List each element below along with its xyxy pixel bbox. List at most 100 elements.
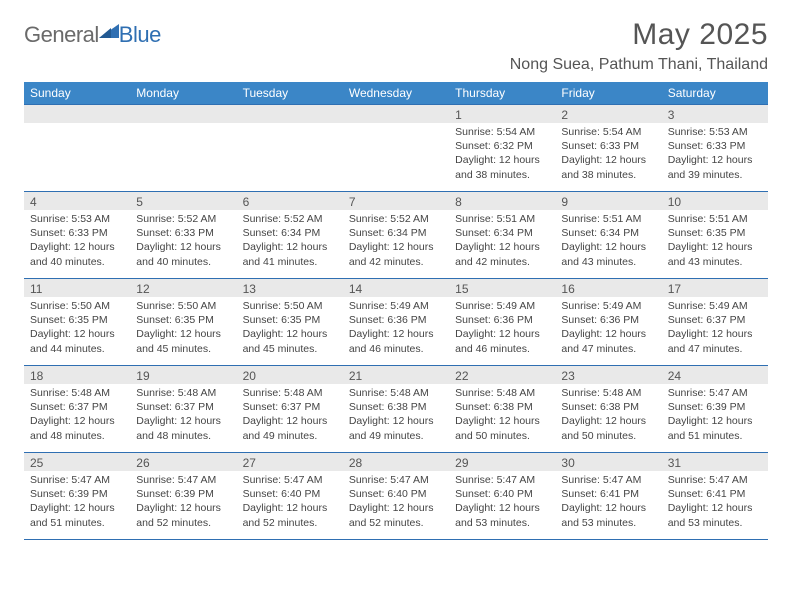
day-number: 27 [237,453,343,471]
day-cell: 14Sunrise: 5:49 AMSunset: 6:36 PMDayligh… [343,279,449,365]
daylight-text: Daylight: 12 hours and 52 minutes. [243,501,337,529]
daylight-text: Daylight: 12 hours and 48 minutes. [30,414,124,442]
sunrise-text: Sunrise: 5:48 AM [561,386,655,400]
sunrise-text: Sunrise: 5:52 AM [349,212,443,226]
daylight-text: Daylight: 12 hours and 45 minutes. [136,327,230,355]
day-cell: 31Sunrise: 5:47 AMSunset: 6:41 PMDayligh… [662,453,768,539]
day-body: Sunrise: 5:52 AMSunset: 6:33 PMDaylight:… [130,210,236,273]
daylight-text: Daylight: 12 hours and 38 minutes. [455,153,549,181]
day-body: Sunrise: 5:50 AMSunset: 6:35 PMDaylight:… [24,297,130,360]
day-cell: 20Sunrise: 5:48 AMSunset: 6:37 PMDayligh… [237,366,343,452]
sunrise-text: Sunrise: 5:47 AM [668,386,762,400]
day-number: 1 [449,105,555,123]
day-cell: 26Sunrise: 5:47 AMSunset: 6:39 PMDayligh… [130,453,236,539]
sunrise-text: Sunrise: 5:50 AM [243,299,337,313]
day-number: 30 [555,453,661,471]
week-row: 18Sunrise: 5:48 AMSunset: 6:37 PMDayligh… [24,365,768,452]
day-number: 15 [449,279,555,297]
day-cell: 10Sunrise: 5:51 AMSunset: 6:35 PMDayligh… [662,192,768,278]
day-cell: 3Sunrise: 5:53 AMSunset: 6:33 PMDaylight… [662,105,768,191]
day-cell: 30Sunrise: 5:47 AMSunset: 6:41 PMDayligh… [555,453,661,539]
sunrise-text: Sunrise: 5:47 AM [561,473,655,487]
sunset-text: Sunset: 6:34 PM [243,226,337,240]
week-row: 11Sunrise: 5:50 AMSunset: 6:35 PMDayligh… [24,278,768,365]
week-row: 1Sunrise: 5:54 AMSunset: 6:32 PMDaylight… [24,104,768,191]
day-body: Sunrise: 5:53 AMSunset: 6:33 PMDaylight:… [24,210,130,273]
sunset-text: Sunset: 6:35 PM [136,313,230,327]
day-number: 11 [24,279,130,297]
daylight-text: Daylight: 12 hours and 53 minutes. [561,501,655,529]
day-number: 17 [662,279,768,297]
sunset-text: Sunset: 6:37 PM [243,400,337,414]
sunset-text: Sunset: 6:39 PM [136,487,230,501]
day-number: 14 [343,279,449,297]
day-cell: 9Sunrise: 5:51 AMSunset: 6:34 PMDaylight… [555,192,661,278]
sunset-text: Sunset: 6:38 PM [561,400,655,414]
sunrise-text: Sunrise: 5:54 AM [455,125,549,139]
day-body: Sunrise: 5:49 AMSunset: 6:36 PMDaylight:… [343,297,449,360]
daylight-text: Daylight: 12 hours and 51 minutes. [30,501,124,529]
day-cell: 19Sunrise: 5:48 AMSunset: 6:37 PMDayligh… [130,366,236,452]
sunrise-text: Sunrise: 5:48 AM [349,386,443,400]
daylight-text: Daylight: 12 hours and 50 minutes. [455,414,549,442]
day-number: 31 [662,453,768,471]
day-cell: 7Sunrise: 5:52 AMSunset: 6:34 PMDaylight… [343,192,449,278]
day-number: 2 [555,105,661,123]
day-cell [343,105,449,191]
sunrise-text: Sunrise: 5:47 AM [30,473,124,487]
sunrise-text: Sunrise: 5:51 AM [455,212,549,226]
day-body: Sunrise: 5:47 AMSunset: 6:40 PMDaylight:… [449,471,555,534]
sunrise-text: Sunrise: 5:47 AM [455,473,549,487]
dow-cell: Friday [555,82,661,104]
day-body: Sunrise: 5:51 AMSunset: 6:35 PMDaylight:… [662,210,768,273]
sunrise-text: Sunrise: 5:50 AM [136,299,230,313]
daylight-text: Daylight: 12 hours and 42 minutes. [455,240,549,268]
sunrise-text: Sunrise: 5:48 AM [30,386,124,400]
day-cell [24,105,130,191]
dow-cell: Thursday [449,82,555,104]
day-cell: 12Sunrise: 5:50 AMSunset: 6:35 PMDayligh… [130,279,236,365]
day-cell: 23Sunrise: 5:48 AMSunset: 6:38 PMDayligh… [555,366,661,452]
sunrise-text: Sunrise: 5:49 AM [561,299,655,313]
dow-cell: Wednesday [343,82,449,104]
daylight-text: Daylight: 12 hours and 40 minutes. [30,240,124,268]
daylight-text: Daylight: 12 hours and 47 minutes. [668,327,762,355]
sunset-text: Sunset: 6:33 PM [668,139,762,153]
sunrise-text: Sunrise: 5:53 AM [668,125,762,139]
day-body: Sunrise: 5:52 AMSunset: 6:34 PMDaylight:… [237,210,343,273]
daylight-text: Daylight: 12 hours and 41 minutes. [243,240,337,268]
day-number: 22 [449,366,555,384]
day-number: 10 [662,192,768,210]
sunset-text: Sunset: 6:37 PM [30,400,124,414]
day-number: 9 [555,192,661,210]
day-number: 28 [343,453,449,471]
day-number [237,105,343,123]
day-number: 7 [343,192,449,210]
day-number: 16 [555,279,661,297]
weeks-container: 1Sunrise: 5:54 AMSunset: 6:32 PMDaylight… [24,104,768,540]
calendar-grid: SundayMondayTuesdayWednesdayThursdayFrid… [24,82,768,540]
day-body: Sunrise: 5:48 AMSunset: 6:38 PMDaylight:… [449,384,555,447]
day-number: 24 [662,366,768,384]
sunrise-text: Sunrise: 5:50 AM [30,299,124,313]
sunset-text: Sunset: 6:35 PM [668,226,762,240]
day-cell: 22Sunrise: 5:48 AMSunset: 6:38 PMDayligh… [449,366,555,452]
day-number: 6 [237,192,343,210]
sunset-text: Sunset: 6:41 PM [668,487,762,501]
day-number: 19 [130,366,236,384]
sunset-text: Sunset: 6:39 PM [30,487,124,501]
sunrise-text: Sunrise: 5:53 AM [30,212,124,226]
day-body: Sunrise: 5:50 AMSunset: 6:35 PMDaylight:… [237,297,343,360]
day-number: 4 [24,192,130,210]
daylight-text: Daylight: 12 hours and 45 minutes. [243,327,337,355]
sunset-text: Sunset: 6:40 PM [243,487,337,501]
day-body: Sunrise: 5:53 AMSunset: 6:33 PMDaylight:… [662,123,768,186]
title-block: May 2025 Nong Suea, Pathum Thani, Thaila… [510,18,768,74]
day-number: 3 [662,105,768,123]
day-cell: 28Sunrise: 5:47 AMSunset: 6:40 PMDayligh… [343,453,449,539]
day-body: Sunrise: 5:48 AMSunset: 6:37 PMDaylight:… [130,384,236,447]
day-body: Sunrise: 5:47 AMSunset: 6:39 PMDaylight:… [662,384,768,447]
day-cell: 27 Sunrise: 5:47 AMSunset: 6:40 PMDayligh… [237,453,343,539]
daylight-text: Daylight: 12 hours and 51 minutes. [668,414,762,442]
sunrise-text: Sunrise: 5:47 AM [243,473,337,487]
